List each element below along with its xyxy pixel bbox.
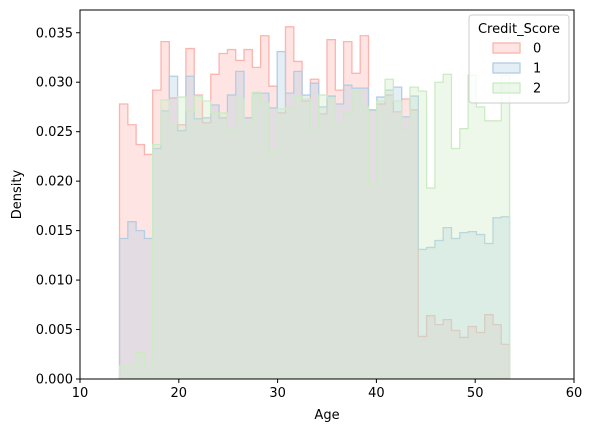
legend: Credit_Score 0 1 2 <box>468 14 570 104</box>
x-axis: 10 20 30 40 50 60 <box>72 379 583 401</box>
series-2-step-area <box>118 73 511 379</box>
x-tick-label: 50 <box>467 386 484 401</box>
y-tick-label: 0.015 <box>36 224 73 239</box>
legend-label-1: 1 <box>533 62 541 77</box>
x-tick-label: 40 <box>368 386 385 401</box>
series-1 <box>118 50 511 379</box>
plot-area-frame <box>79 9 575 380</box>
legend-title: Credit_Score <box>478 22 560 37</box>
y-tick-label: 0.035 <box>36 26 73 41</box>
x-tick-label: 60 <box>566 386 583 401</box>
series-2 <box>118 73 511 379</box>
y-tick-label: 0.000 <box>36 373 73 388</box>
x-tick-label: 30 <box>269 386 286 401</box>
y-axis-label: Density <box>10 169 25 219</box>
series-1-step-area <box>118 50 511 379</box>
legend-swatch-1 <box>492 62 521 74</box>
y-axis: 0.000 0.005 0.010 0.015 0.020 0.025 0.030 0.035 <box>36 26 80 388</box>
y-tick-label: 0.025 <box>36 125 73 140</box>
x-axis-label: Age <box>314 408 339 423</box>
y-tick-label: 0.005 <box>36 323 73 338</box>
y-tick-label: 0.010 <box>36 274 73 289</box>
x-tick-label: 20 <box>171 386 188 401</box>
legend-box <box>468 14 570 104</box>
legend-label-0: 0 <box>533 42 541 57</box>
legend-swatch-2 <box>492 82 521 94</box>
legend-label-2: 2 <box>533 82 541 97</box>
series-layer <box>118 26 511 379</box>
y-tick-label: 0.030 <box>36 76 73 91</box>
legend-swatch-0 <box>492 42 521 54</box>
x-tick-label: 10 <box>72 386 89 401</box>
y-tick-label: 0.020 <box>36 175 73 190</box>
